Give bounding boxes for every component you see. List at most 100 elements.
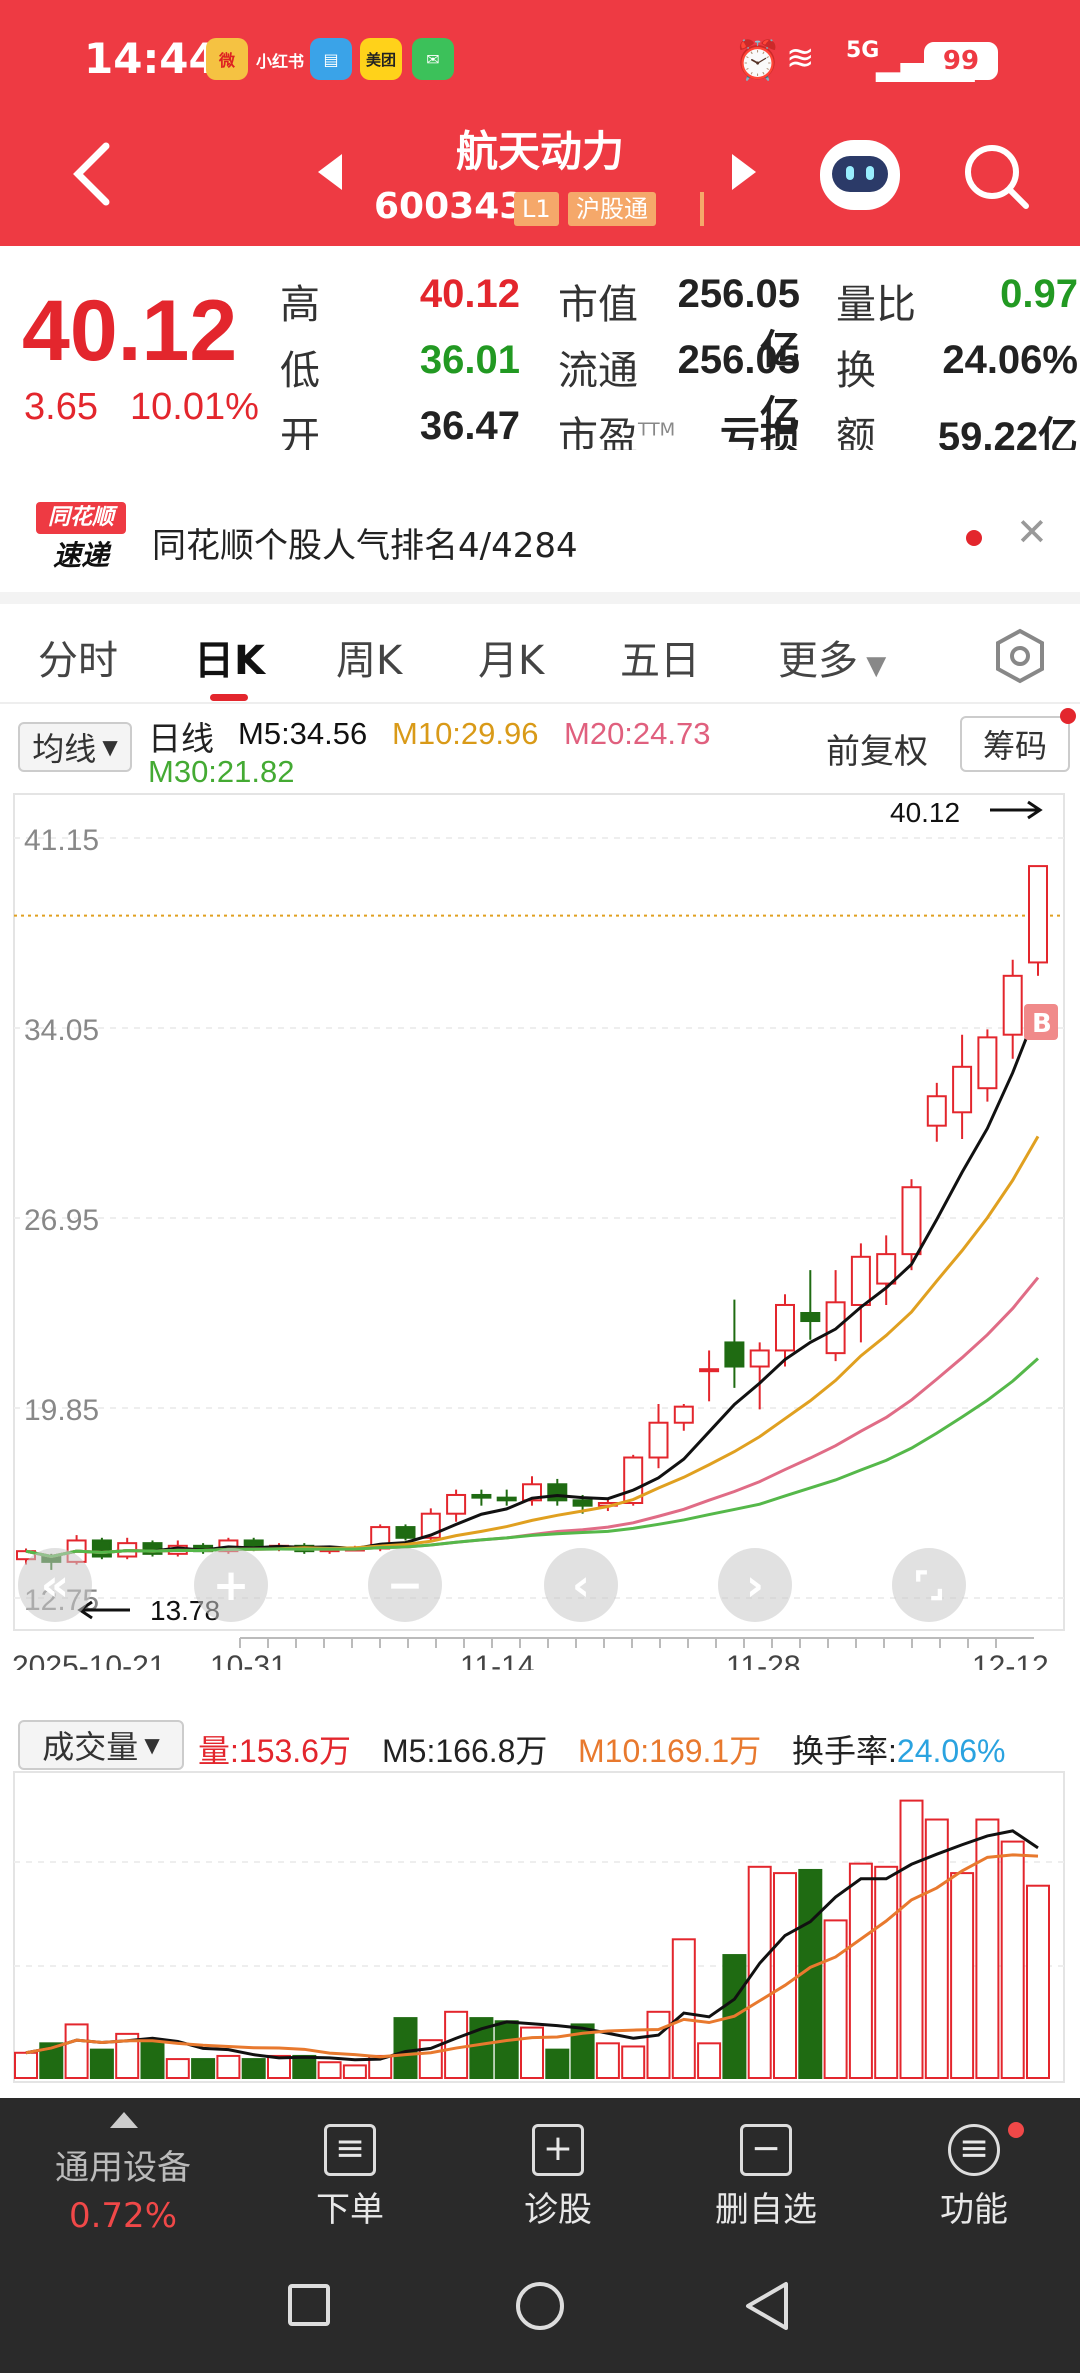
functions-dot (1008, 2122, 1024, 2138)
prev-icon[interactable]: ‹ (544, 1548, 618, 1622)
volume-select[interactable]: 成交量 ▼ (18, 1720, 184, 1770)
volume-bar (773, 1872, 797, 2080)
volume-bar (14, 2051, 38, 2080)
next-stock-icon[interactable] (732, 154, 758, 190)
volume-bar (1026, 1884, 1050, 2079)
popularity-banner[interactable]: 同花顺 速递 同花顺个股人气排名4/4284 ✕ (0, 450, 1080, 590)
adjust-mode[interactable]: 前复权 (826, 733, 928, 771)
ma5-legend: M5:34.56 (238, 716, 368, 751)
robot-assistant-icon[interactable] (820, 140, 900, 210)
volume-bar (317, 2061, 342, 2080)
mcap-value: 256.05亿 (677, 272, 800, 372)
period-label: 日线 (148, 720, 214, 757)
candle-body (800, 1312, 821, 1323)
mcap-label: 市值 (558, 282, 638, 328)
tab-five-day[interactable]: 五日 (620, 638, 700, 684)
high-label: 高 (280, 282, 320, 328)
search-icon[interactable] (962, 142, 1032, 212)
volume-bar (1000, 1840, 1025, 2079)
ma30-legend: M30:21.82 (148, 754, 295, 789)
candlestick-chart[interactable]: 41.1534.0526.9519.8512.7540.1213.78B2025… (0, 790, 1080, 1670)
popularity-text: 同花顺个股人气排名4/4284 (152, 526, 578, 566)
candle-body (901, 1186, 922, 1256)
volume-bar (848, 1862, 873, 2079)
volume-bar (570, 2023, 595, 2079)
volratio-value: 0.97 (1000, 272, 1078, 316)
candle-body (648, 1421, 669, 1459)
tab-daily-k[interactable]: 日K (194, 638, 265, 684)
price-change: 3.65 (24, 386, 98, 428)
status-time: 14:44 (84, 34, 218, 83)
candle-body (673, 1405, 694, 1424)
volume-bar (191, 2058, 216, 2079)
next-icon[interactable]: › (718, 1548, 792, 1622)
y-tick-label: 41.15 (24, 824, 99, 857)
candle-body (952, 1065, 973, 1114)
y-tick-label: 26.95 (24, 1204, 99, 1237)
turnover-value: 24.06% (942, 338, 1078, 382)
home-icon[interactable] (516, 2282, 564, 2330)
back-arrow-icon[interactable] (70, 142, 114, 206)
zoom-in-icon[interactable]: + (194, 1548, 268, 1622)
volume-bar (444, 2010, 469, 2080)
volume-bar (241, 2058, 266, 2079)
back-icon[interactable] (744, 2280, 790, 2332)
tab-intraday[interactable]: 分时 (38, 638, 118, 684)
diagnose-icon: + (532, 2124, 584, 2176)
tab-more[interactable]: 更多 ▼ (778, 638, 887, 684)
turnover-rate-label: 换手率:24.06% (792, 1733, 1006, 1769)
functions-button[interactable]: ≡ 功能 (894, 2124, 1054, 2231)
diagnose-button[interactable]: + 诊股 (478, 2124, 638, 2231)
volume-bar (165, 2058, 190, 2079)
volratio-label: 量比 (836, 282, 916, 328)
candle-body (775, 1303, 795, 1352)
volume-bar (89, 2048, 114, 2079)
sector-change: 0.72% (68, 2196, 177, 2236)
x-tick-label: 11-28 (726, 1650, 801, 1670)
volume-chart[interactable] (0, 1770, 1080, 2088)
volume-bar (671, 1938, 696, 2079)
volume-bar (64, 2023, 89, 2079)
tabs-divider (0, 702, 1080, 704)
buy-marker (1024, 1004, 1058, 1040)
tab-weekly-k[interactable]: 周K (336, 638, 403, 684)
active-tab-indicator (210, 694, 248, 701)
close-icon[interactable]: ✕ (1016, 510, 1048, 554)
fullscreen-icon[interactable]: ⌜⌟ (892, 1548, 966, 1622)
scroll-left-icon[interactable]: « (18, 1548, 92, 1622)
high-value: 40.12 (419, 272, 520, 316)
settings-hex-icon[interactable] (992, 628, 1048, 684)
volume-bar (975, 1818, 1000, 2080)
connect-tag: 沪股通 (568, 192, 656, 226)
book-icon: ▤ (310, 38, 352, 80)
order-button[interactable]: ≡ 下单 (270, 2124, 430, 2231)
chips-button[interactable]: 筹码 (960, 716, 1070, 772)
recent-apps-icon[interactable] (288, 2284, 330, 2326)
alarm-icon: ⏰ (734, 38, 782, 82)
volume-bar (115, 2032, 140, 2080)
current-price: 40.12 (22, 283, 238, 379)
sector-name[interactable]: 通用设备 (55, 2148, 191, 2188)
ma-select[interactable]: 均线 ▼ (18, 722, 132, 772)
x-tick-label: 11-14 (460, 1650, 535, 1670)
battery-indicator: 99 (924, 42, 998, 80)
volume-ma10-line (25, 1853, 1039, 2059)
functions-icon: ≡ (948, 2124, 1000, 2176)
prev-stock-icon[interactable] (318, 154, 344, 190)
ma30-line (25, 1357, 1040, 1559)
remove-watchlist-button[interactable]: − 删自选 (686, 2124, 846, 2231)
volume-bar (747, 1865, 772, 2079)
expand-up-icon[interactable] (110, 2112, 138, 2128)
level-tag: L1 (514, 192, 559, 226)
volume-bar (697, 2042, 722, 2079)
tab-monthly-k[interactable]: 月K (478, 638, 545, 684)
candle-body (395, 1526, 416, 1539)
volume-bar (292, 2054, 317, 2080)
zoom-out-icon[interactable]: − (368, 1548, 442, 1622)
y-tick-label: 19.85 (24, 1394, 99, 1427)
ma20-legend: M20:24.73 (564, 716, 711, 751)
x-tick-label: 2025-10-21 (12, 1650, 165, 1670)
volume-m5: M5:166.8万 (382, 1733, 548, 1769)
candle-body (547, 1483, 568, 1502)
volume-m10: M10:169.1万 (578, 1733, 762, 1769)
